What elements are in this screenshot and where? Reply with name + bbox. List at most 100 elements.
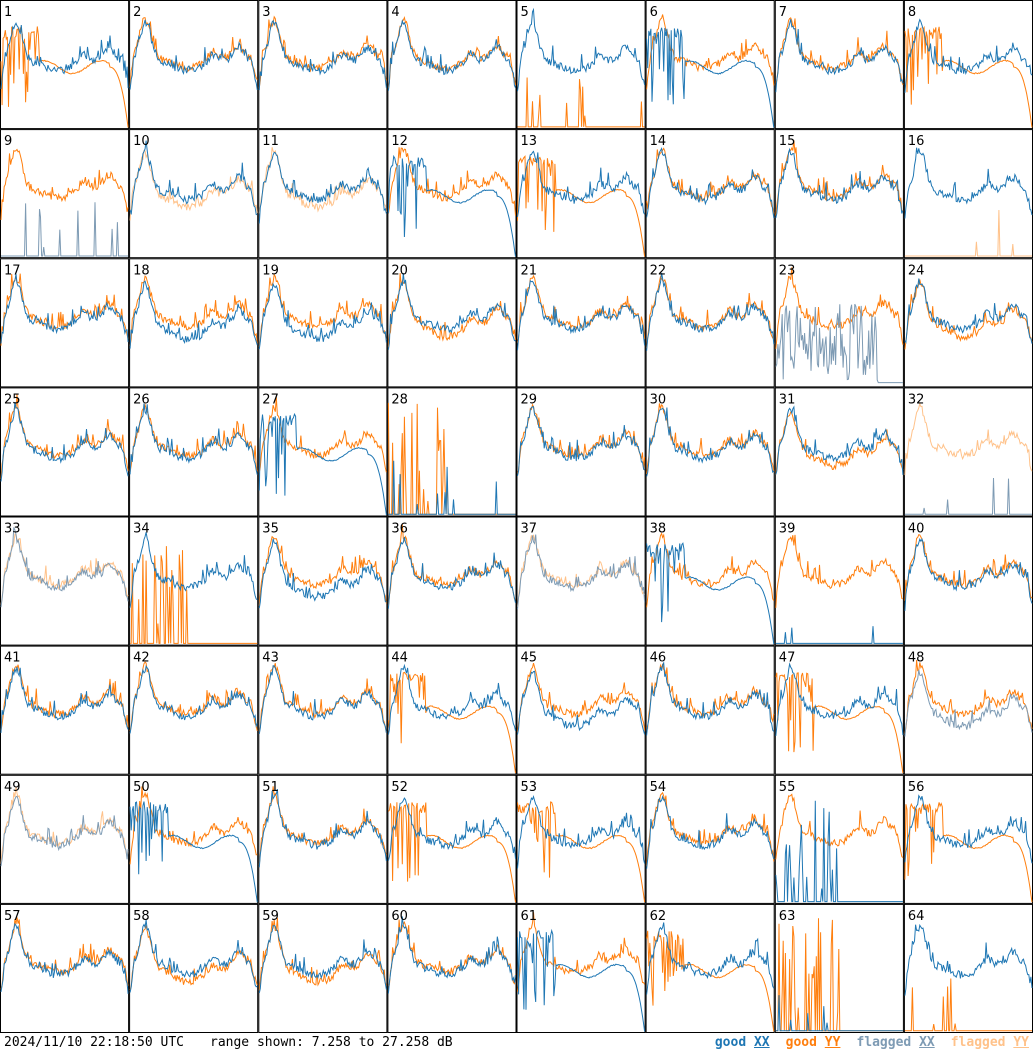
antenna-label-1: 1 bbox=[4, 5, 12, 20]
series-xx-19 bbox=[258, 282, 387, 350]
series-yy-11 bbox=[258, 147, 387, 214]
legend-flagged-xx: flagged XX bbox=[856, 1033, 934, 1053]
antenna-panel-37: 37 bbox=[516, 516, 646, 646]
legend-good-yy: good YY bbox=[786, 1033, 841, 1053]
series-xx-54 bbox=[646, 794, 775, 869]
antenna-panel-47: 47 bbox=[774, 645, 904, 775]
panel-frame bbox=[387, 0, 517, 130]
series-xx-1 bbox=[0, 22, 129, 90]
series-xx-3 bbox=[258, 19, 387, 91]
series-yy-29 bbox=[517, 403, 646, 474]
series-yy-59 bbox=[258, 917, 387, 991]
panel-frame bbox=[258, 516, 388, 646]
series-xx-12 bbox=[387, 154, 516, 257]
series-yy-13 bbox=[517, 155, 646, 257]
panel-frame bbox=[774, 516, 904, 646]
antenna-label-11: 11 bbox=[262, 134, 279, 149]
series-yy-32 bbox=[904, 402, 1033, 476]
antenna-panel-9: 9 bbox=[0, 129, 130, 259]
antenna-label-40: 40 bbox=[908, 522, 925, 537]
panel-frame bbox=[387, 516, 517, 646]
series-xx-27 bbox=[258, 412, 387, 515]
antenna-label-24: 24 bbox=[908, 263, 925, 278]
panel-frame bbox=[645, 387, 775, 517]
series-yy-43 bbox=[258, 663, 387, 733]
antenna-panel-39: 39 bbox=[774, 516, 904, 646]
panel-frame bbox=[0, 129, 130, 259]
series-yy-37 bbox=[517, 534, 646, 607]
panel-frame bbox=[387, 387, 517, 517]
antenna-panel-43: 43 bbox=[258, 645, 388, 775]
series-xx-18 bbox=[129, 280, 258, 349]
legend: good XX good YY flagged XX flagged YY bbox=[715, 1033, 1029, 1053]
antenna-panel-25: 25 bbox=[0, 387, 130, 517]
antenna-label-53: 53 bbox=[521, 780, 538, 795]
antenna-label-31: 31 bbox=[779, 392, 796, 407]
panel-frame bbox=[774, 258, 904, 388]
series-xx-55 bbox=[775, 800, 903, 903]
panel-frame bbox=[258, 645, 388, 775]
series-xx-22 bbox=[646, 272, 775, 351]
series-yy-53 bbox=[517, 801, 646, 903]
panel-frame bbox=[516, 645, 646, 775]
antenna-label-56: 56 bbox=[908, 780, 925, 795]
panel-frame bbox=[129, 387, 259, 517]
series-yy-39 bbox=[775, 534, 904, 608]
series-xx-15 bbox=[775, 147, 904, 219]
series-xx-34 bbox=[129, 532, 258, 608]
series-xx-56 bbox=[904, 794, 1033, 864]
series-xx-47 bbox=[775, 662, 904, 737]
series-yy-34 bbox=[130, 546, 258, 644]
antenna-panel-11: 11 bbox=[258, 129, 388, 259]
series-xx-7 bbox=[775, 19, 904, 93]
antenna-panel-63: 63 bbox=[774, 903, 904, 1033]
series-xx-16 bbox=[904, 147, 1033, 219]
series-xx-20 bbox=[387, 272, 516, 350]
panel-frame bbox=[774, 774, 904, 904]
antenna-panel-40: 40 bbox=[903, 516, 1033, 646]
panel-frame bbox=[774, 645, 904, 775]
range-text: range shown: 7.258 to 27.258 dB bbox=[210, 1035, 453, 1050]
antenna-panel-14: 14 bbox=[645, 129, 775, 259]
series-xx-41 bbox=[0, 666, 129, 733]
antenna-panel-54: 54 bbox=[645, 774, 775, 904]
antenna-label-62: 62 bbox=[650, 909, 667, 924]
antenna-label-34: 34 bbox=[133, 522, 150, 537]
antenna-panel-49: 49 bbox=[0, 774, 130, 904]
antenna-panel-33: 33 bbox=[0, 516, 130, 646]
footer: 2024/11/10 22:18:50 UTC range shown: 7.2… bbox=[0, 1033, 1033, 1053]
antenna-label-22: 22 bbox=[650, 263, 667, 278]
panel-frame bbox=[645, 0, 775, 130]
antenna-panel-35: 35 bbox=[258, 516, 388, 646]
antenna-panel-29: 29 bbox=[516, 387, 646, 517]
antenna-panel-51: 51 bbox=[258, 774, 388, 904]
series-xx-23 bbox=[775, 303, 903, 384]
antenna-label-60: 60 bbox=[391, 909, 408, 924]
series-xx-61 bbox=[517, 928, 646, 1032]
series-yy-18 bbox=[129, 275, 258, 347]
antenna-label-25: 25 bbox=[4, 392, 21, 407]
antenna-label-20: 20 bbox=[391, 263, 408, 278]
series-xx-14 bbox=[646, 147, 775, 218]
panel-frame bbox=[516, 774, 646, 904]
antenna-label-44: 44 bbox=[391, 651, 408, 666]
panel-frame bbox=[387, 903, 517, 1033]
antenna-panel-42: 42 bbox=[129, 645, 259, 775]
panel-frame bbox=[516, 129, 646, 259]
antenna-label-46: 46 bbox=[650, 651, 667, 666]
antenna-label-32: 32 bbox=[908, 392, 925, 407]
series-xx-10 bbox=[129, 140, 258, 216]
antenna-panel-7: 7 bbox=[774, 0, 904, 130]
antenna-panel-56: 56 bbox=[903, 774, 1033, 904]
series-yy-44 bbox=[387, 671, 516, 774]
antenna-panel-60: 60 bbox=[387, 903, 517, 1033]
antenna-panel-46: 46 bbox=[645, 645, 775, 775]
antenna-label-26: 26 bbox=[133, 392, 150, 407]
antenna-panel-17: 17 bbox=[0, 258, 130, 388]
legend-good-yy-pol: YY bbox=[824, 1035, 841, 1050]
antenna-label-29: 29 bbox=[521, 392, 538, 407]
series-yy-24 bbox=[904, 279, 1033, 350]
series-yy-6 bbox=[646, 14, 775, 90]
series-xx-46 bbox=[646, 661, 775, 736]
series-yy-36 bbox=[387, 524, 516, 607]
